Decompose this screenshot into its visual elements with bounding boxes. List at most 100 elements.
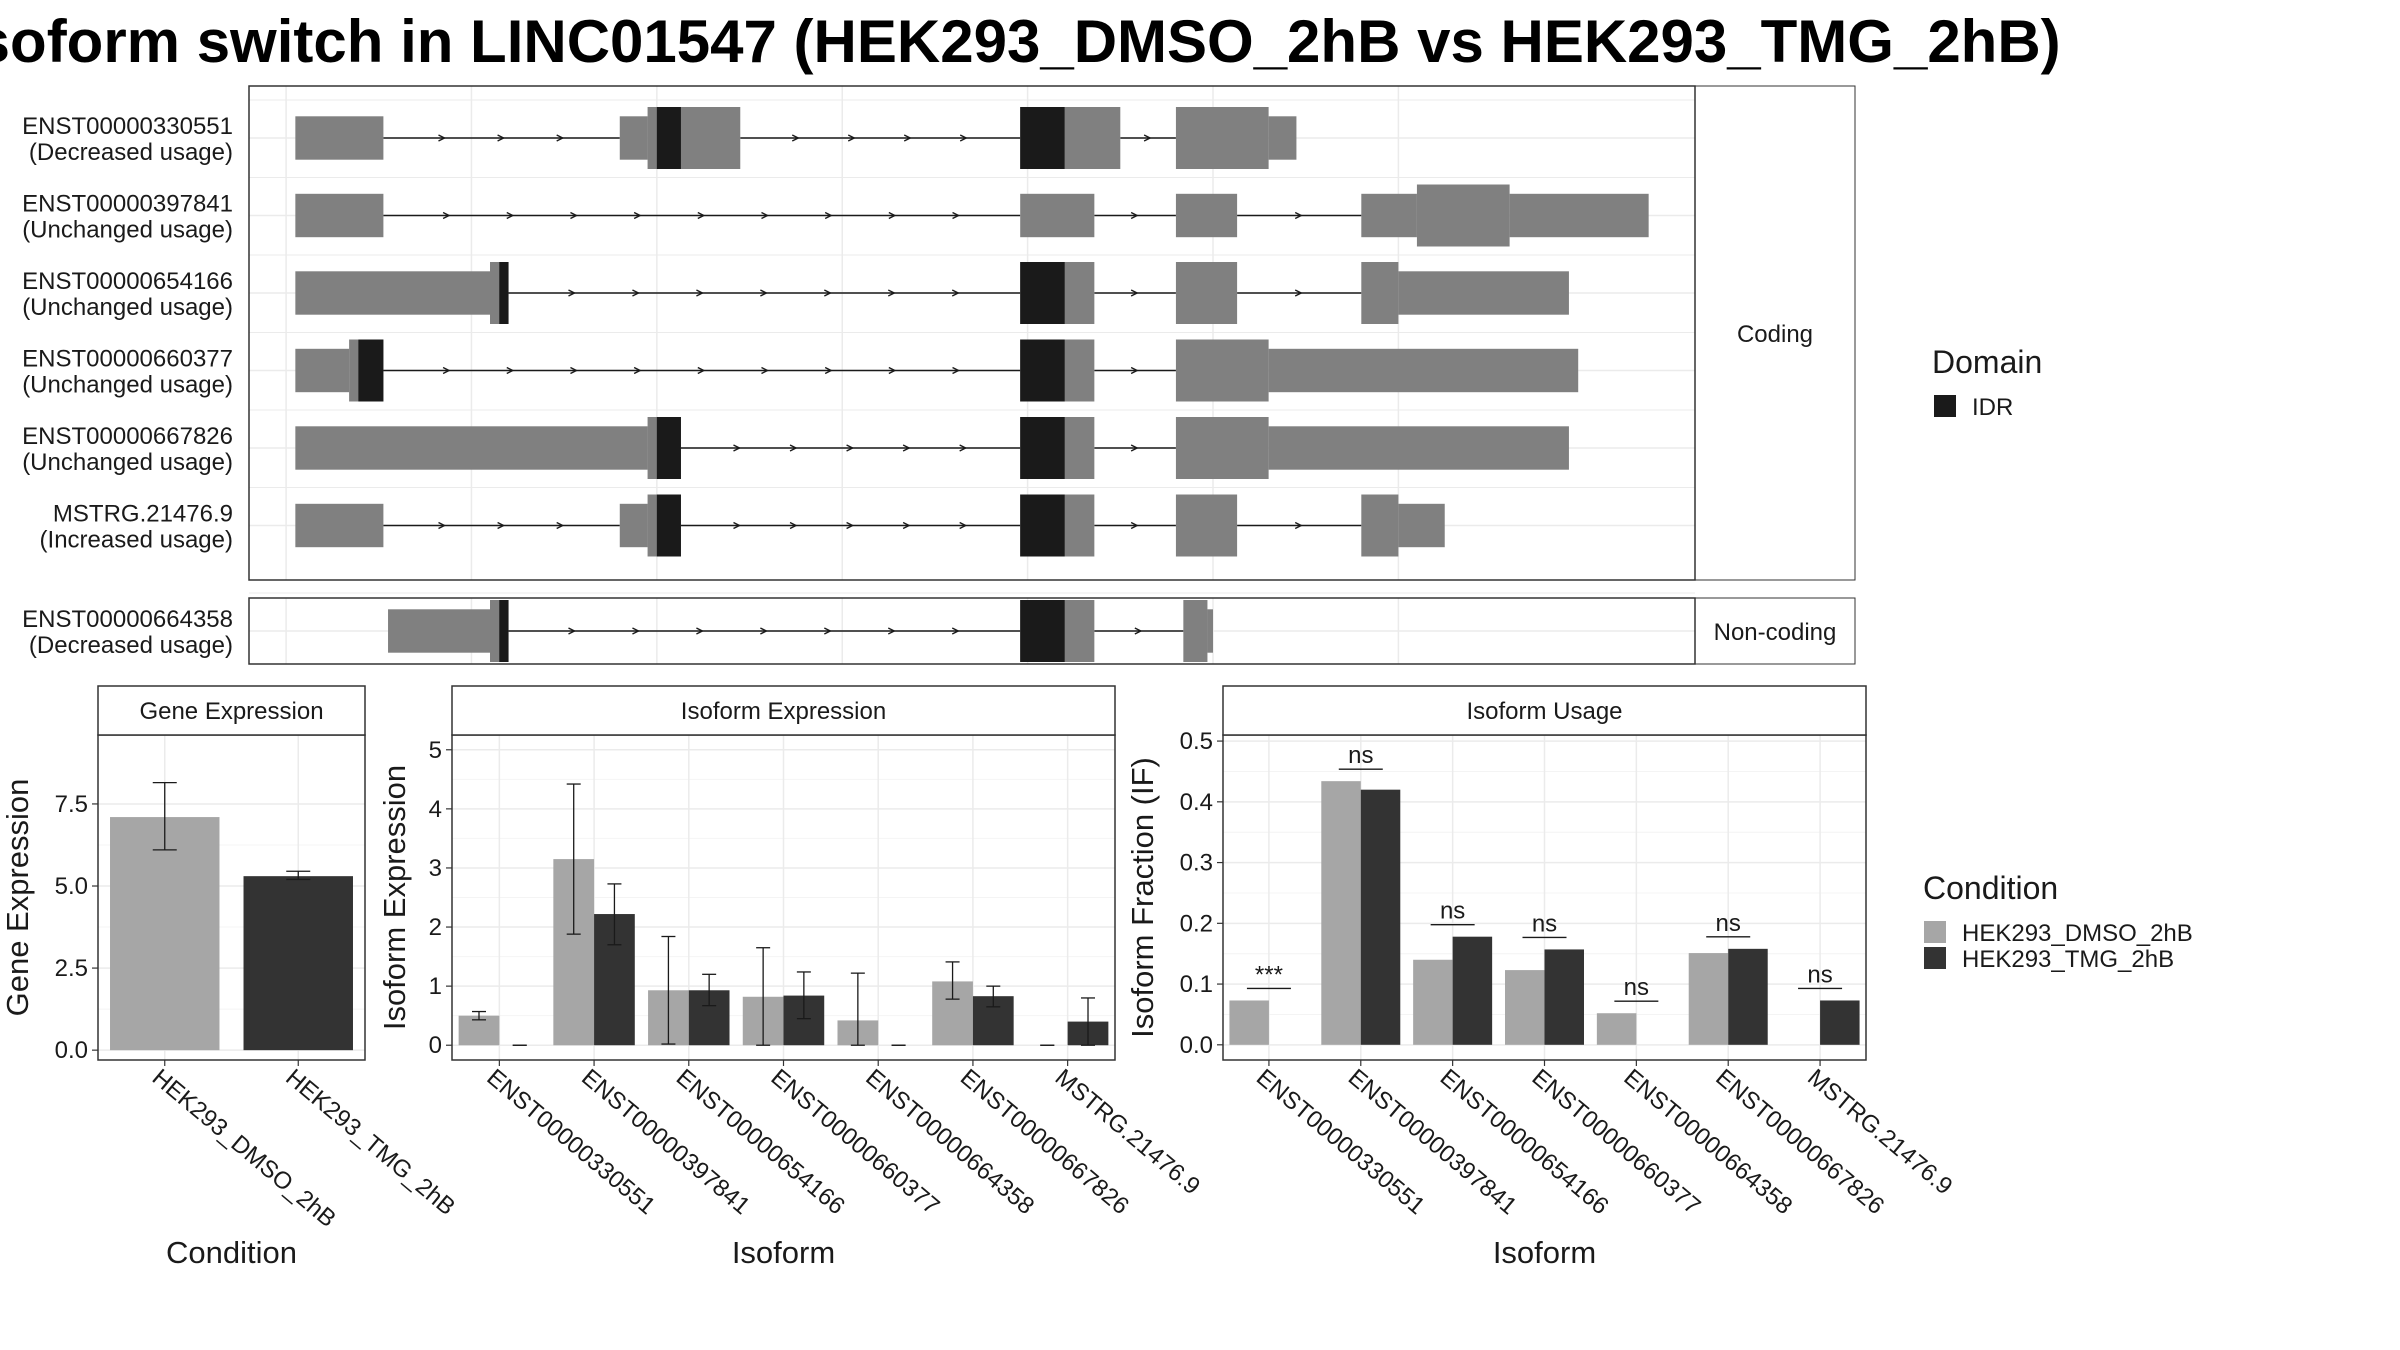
idr-domain <box>358 339 384 402</box>
intron-arrow <box>1130 289 1139 297</box>
intron-arrow <box>1294 211 1303 220</box>
intron-arrow <box>1130 211 1139 220</box>
intron-arrow <box>959 134 968 142</box>
transcript-label: ENST00000397841 <box>22 191 233 218</box>
bar <box>1820 1000 1860 1045</box>
intron-arrow <box>570 366 579 375</box>
intron-arrow <box>556 521 565 530</box>
transcript-track: ENST00000330551(Decreased usage) <box>22 99 1695 169</box>
intron-arrow <box>568 627 577 635</box>
bar <box>1452 936 1493 1045</box>
intron-arrow <box>1130 366 1139 375</box>
significance-label: ns <box>1716 910 1741 937</box>
intron-arrow <box>789 444 798 452</box>
significance-label: ns <box>1532 910 1557 937</box>
intron-arrow <box>1294 521 1303 530</box>
significance-label: ns <box>1348 742 1373 769</box>
y-tick-label: 5.0 <box>55 873 88 900</box>
bar <box>1728 948 1768 1045</box>
y-tick-label: 0.0 <box>1180 1032 1213 1059</box>
coding-exon <box>1175 262 1238 324</box>
intron-arrow <box>959 521 968 530</box>
intron-arrow <box>888 366 897 375</box>
coding-exon <box>1064 107 1121 169</box>
intron-arrow <box>506 366 515 375</box>
figure-title: Isoform switch in LINC01547 (HEK293_DMSO… <box>0 8 2061 75</box>
idr-domain <box>499 262 509 324</box>
intron-arrow <box>696 289 704 297</box>
utr-exon <box>1020 193 1095 238</box>
transcript-usage-label: (Unchanged usage) <box>22 294 233 321</box>
intron-arrow <box>442 211 451 220</box>
utr-exon <box>619 503 648 548</box>
idr-domain <box>1020 107 1065 169</box>
idr-domain <box>1020 417 1065 479</box>
bar <box>1544 949 1584 1045</box>
condition-legend-label: HEK293_TMG_2hB <box>1962 946 2174 973</box>
intron-arrow <box>902 521 911 530</box>
y-tick-label: 0 <box>429 1032 442 1059</box>
transcript-usage-label: (Unchanged usage) <box>22 372 233 399</box>
domain-legend-label: IDR <box>1972 394 2013 421</box>
y-tick-label: 0.2 <box>1180 910 1213 937</box>
utr-exon <box>1509 193 1649 238</box>
utr-exon <box>295 503 384 548</box>
panel-strip <box>1222 685 1867 736</box>
intron-arrow <box>952 211 961 220</box>
intron-arrow <box>568 289 577 297</box>
significance-label: ns <box>1807 961 1832 988</box>
intron-arrow <box>959 444 968 452</box>
condition-legend-label: HEK293_DMSO_2hB <box>1962 920 2193 947</box>
facet-strip-label: Non-coding <box>1714 619 1837 646</box>
intron-arrow <box>824 289 832 297</box>
utr-exon <box>388 609 490 653</box>
transcript-label: ENST00000330551 <box>22 113 233 140</box>
coding-exon <box>1175 494 1238 557</box>
transcript-track: ENST00000397841(Unchanged usage) <box>22 177 1695 247</box>
utr-exon <box>295 193 384 238</box>
transcript-track: ENST00000660377(Unchanged usage) <box>22 332 1695 402</box>
intron-arrow <box>733 521 742 530</box>
idr-domain <box>1020 339 1065 402</box>
utr-exon <box>1398 503 1445 548</box>
panel-title: Gene Expression <box>139 698 323 725</box>
intron-arrow <box>438 521 447 530</box>
bar <box>243 876 353 1051</box>
intron-arrow <box>570 211 579 220</box>
intron-arrow <box>761 211 770 220</box>
intron-arrow <box>1130 521 1139 530</box>
y-tick-label: 2 <box>429 914 442 941</box>
utr-exon <box>1268 116 1297 160</box>
significance-label: ns <box>1624 974 1649 1001</box>
intron-arrow <box>824 366 833 375</box>
intron-arrow <box>632 289 641 297</box>
y-tick-label: 3 <box>429 855 442 882</box>
y-tick-label: 4 <box>429 796 442 823</box>
y-tick-label: 5 <box>429 737 442 764</box>
intron-arrow <box>696 627 704 635</box>
intron-arrow <box>903 134 912 142</box>
intron-arrow <box>633 366 642 375</box>
coding-exon <box>1183 600 1208 662</box>
idr-domain <box>656 107 681 169</box>
y-tick-label: 1 <box>429 973 442 1000</box>
intron-arrow <box>887 627 896 635</box>
utr-exon <box>619 116 648 160</box>
y-axis-title: Gene Expression <box>0 779 35 1017</box>
intron-arrow <box>632 627 641 635</box>
coding-exon <box>1175 339 1269 402</box>
intron-arrow <box>697 366 706 375</box>
transcript-label: MSTRG.21476.9 <box>53 501 233 528</box>
intron-arrow <box>556 134 565 142</box>
x-axis-title: Isoform <box>1493 1235 1596 1270</box>
idr-domain <box>1020 600 1065 662</box>
domain-legend-title: Domain <box>1932 344 2042 380</box>
utr-exon <box>295 348 350 393</box>
utr-exon <box>295 426 648 470</box>
utr-exon <box>1268 426 1569 470</box>
intron-arrow <box>506 211 515 220</box>
condition-legend-swatch <box>1924 947 1946 969</box>
utr-exon <box>1361 193 1417 238</box>
utr-exon <box>1398 271 1569 315</box>
